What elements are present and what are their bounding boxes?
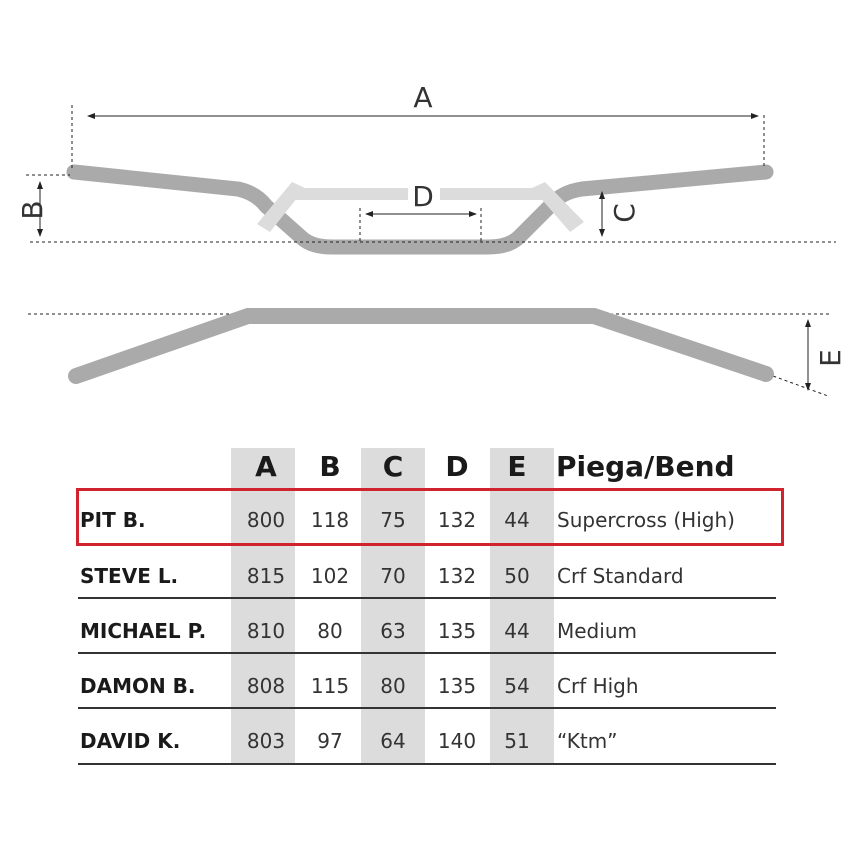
cell-e: 44 — [504, 508, 530, 532]
row-divider — [78, 652, 776, 654]
row-divider — [78, 707, 776, 709]
table-row: MICHAEL P. 810 80 63 135 44 Medium — [0, 611, 850, 651]
cell-c: 70 — [380, 564, 406, 588]
cell-e: 50 — [504, 564, 530, 588]
table-row: DAMON B. 808 115 80 135 54 Crf High — [0, 666, 850, 706]
cell-a: 810 — [246, 619, 286, 643]
header-c: C — [382, 450, 404, 483]
rider-name: STEVE L. — [80, 564, 179, 588]
rider-name: MICHAEL P. — [80, 619, 207, 643]
header-d: D — [445, 450, 469, 483]
column-shade-a — [231, 448, 295, 765]
header-e: E — [507, 450, 527, 483]
cell-a: 808 — [246, 674, 286, 698]
bend-type: Crf High — [557, 674, 639, 698]
column-shade-e — [490, 448, 554, 765]
d-width-marker — [257, 182, 584, 232]
row-divider — [78, 597, 776, 599]
bend-type: “Ktm” — [557, 729, 618, 753]
cell-b: 118 — [310, 508, 350, 532]
row-divider — [78, 763, 776, 765]
cell-a: 815 — [246, 564, 286, 588]
rider-name: DAVID K. — [80, 729, 181, 753]
header-b: B — [319, 450, 341, 483]
cell-a: 803 — [246, 729, 286, 753]
label-a: A — [413, 81, 432, 114]
label-c: C — [608, 203, 641, 223]
cell-b: 115 — [310, 674, 350, 698]
cell-d: 140 — [437, 729, 477, 753]
cell-c: 63 — [380, 619, 406, 643]
cell-e: 44 — [504, 619, 530, 643]
label-d: D — [412, 180, 434, 213]
column-shade-c — [361, 448, 425, 765]
table-row: PIT B. 800 118 75 132 44 Supercross (High) — [0, 500, 850, 540]
cell-e: 51 — [504, 729, 530, 753]
table-row: DAVID K. 803 97 64 140 51 “Ktm” — [0, 721, 850, 761]
rider-name: DAMON B. — [80, 674, 196, 698]
label-e: E — [814, 349, 847, 367]
cell-d: 135 — [437, 619, 477, 643]
cell-d: 135 — [437, 674, 477, 698]
cell-b: 97 — [317, 729, 343, 753]
rider-name: PIT B. — [80, 508, 146, 532]
cell-b: 80 — [317, 619, 343, 643]
cell-a: 800 — [246, 508, 286, 532]
cell-b: 102 — [310, 564, 350, 588]
cell-d: 132 — [437, 564, 477, 588]
handlebar-side-view — [68, 308, 774, 384]
table-row: STEVE L. 815 102 70 132 50 Crf Standard — [0, 556, 850, 596]
cell-c: 75 — [380, 508, 406, 532]
bend-type: Medium — [557, 619, 637, 643]
cell-c: 80 — [380, 674, 406, 698]
handlebar-diagram: A B C D E — [16, 81, 847, 397]
header-a: A — [255, 450, 277, 483]
label-b: B — [16, 200, 49, 219]
header-bend: Piega/Bend — [556, 450, 735, 483]
cell-d: 132 — [437, 508, 477, 532]
highlighted-row-box — [76, 488, 784, 546]
bend-type: Crf Standard — [557, 564, 684, 588]
cell-c: 64 — [380, 729, 406, 753]
cell-e: 54 — [504, 674, 530, 698]
bend-type: Supercross (High) — [557, 508, 735, 532]
